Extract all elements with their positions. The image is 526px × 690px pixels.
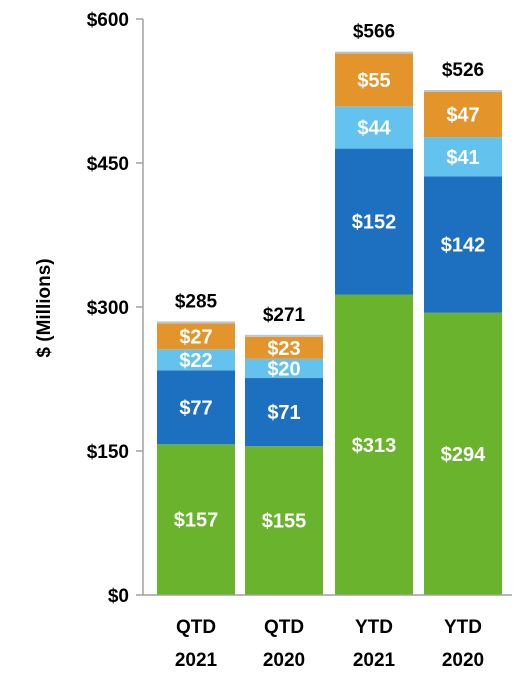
bars xyxy=(157,51,502,595)
segment-value-label: $155 xyxy=(262,511,307,533)
segment-value-label: $23 xyxy=(267,338,300,360)
x-category-label: 2021 xyxy=(175,650,218,671)
segment-value-label: $294 xyxy=(441,444,486,466)
segment-value-label: $157 xyxy=(174,510,219,532)
bar-segment xyxy=(335,53,413,107)
bar-segment xyxy=(157,444,235,595)
x-category-label: YTD xyxy=(444,617,482,638)
segment-value-label: $20 xyxy=(267,358,300,380)
x-category-label: YTD xyxy=(355,617,393,638)
bar-segment xyxy=(424,91,502,138)
data-labels: $157 $77 $22$27 $285 $155 $71 $20$23 $271 $313 $1… xyxy=(174,22,486,533)
segment-value-label: $41 xyxy=(446,147,479,169)
bar-segment xyxy=(157,323,235,350)
y-axis: $0 $150 $300 $450 $600 xyxy=(87,10,144,607)
x-category-label: QTD xyxy=(176,617,216,638)
x-category-label: QTD xyxy=(264,617,304,638)
bar-segment xyxy=(157,349,235,371)
x-category-label: 2021 xyxy=(353,650,396,671)
bar-segment xyxy=(335,148,413,295)
bar-segment xyxy=(157,370,235,445)
bar-segment xyxy=(157,321,235,324)
bar-segment xyxy=(335,106,413,149)
segment-value-label: $71 xyxy=(267,402,300,424)
bar-segment xyxy=(335,51,413,54)
bar-segment xyxy=(335,294,413,595)
bar-segment xyxy=(245,378,323,447)
total-value-label: $285 xyxy=(175,291,218,312)
y-tick-label: $450 xyxy=(87,154,129,175)
segment-value-label: $44 xyxy=(357,117,391,139)
bar-segment xyxy=(424,90,502,92)
bar-segment xyxy=(424,137,502,177)
segment-value-label: $142 xyxy=(441,235,486,257)
segment-value-label: $313 xyxy=(352,435,397,457)
total-value-label: $271 xyxy=(263,305,306,326)
segment-value-label: $47 xyxy=(446,105,479,127)
segment-value-label: $152 xyxy=(352,212,397,234)
x-category-label: 2020 xyxy=(263,650,305,671)
segment-value-label: $77 xyxy=(179,397,212,419)
total-value-label: $526 xyxy=(442,60,484,81)
y-tick-label: $600 xyxy=(87,10,129,31)
bar-segment xyxy=(424,176,502,313)
total-value-label: $566 xyxy=(353,22,395,43)
bar-segment xyxy=(245,334,323,337)
segment-value-label: $27 xyxy=(179,326,212,348)
x-axis: QTD 2021 QTD 2020 YTD 2021 YTD 2020 xyxy=(143,594,512,671)
bar-segment xyxy=(245,446,323,595)
bar-segment xyxy=(245,358,323,379)
bar-segment xyxy=(245,336,323,359)
y-tick-label: $0 xyxy=(108,586,129,607)
y-tick-label: $300 xyxy=(87,298,129,319)
y-tick-label: $150 xyxy=(87,442,129,463)
bar-segment xyxy=(424,312,502,595)
x-category-label: 2020 xyxy=(442,650,484,671)
y-axis-title: $ (Millions) xyxy=(34,258,55,357)
segment-value-label: $22 xyxy=(179,350,212,372)
segment-value-label: $55 xyxy=(357,70,390,92)
